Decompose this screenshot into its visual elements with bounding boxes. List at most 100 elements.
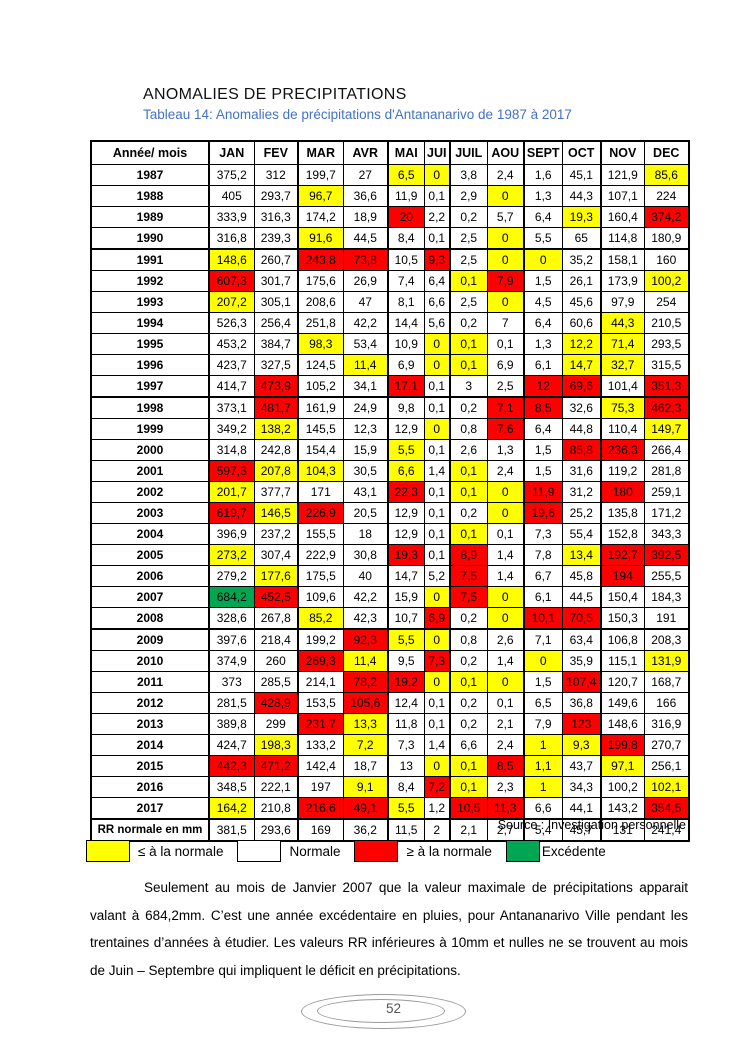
table-row: 2002 201,7 377,7 171 43,1 22,3 0,1 0,1 0 11,9 31,2… <box>90 481 690 503</box>
value-cell: 131,9 <box>643 650 690 672</box>
value-cell: 281,8 <box>643 460 690 482</box>
value-cell: 110,4 <box>600 418 645 440</box>
header-cell-month: JUIL <box>449 140 488 165</box>
value-cell: 375,2 <box>208 164 255 186</box>
value-cell: 597,3 <box>208 460 255 482</box>
value-cell: 5,4 <box>523 818 563 842</box>
value-cell: 0,1 <box>449 481 488 503</box>
value-cell: 7,4 <box>387 270 425 292</box>
row-label-cell: 1992 <box>90 270 210 292</box>
value-cell: 396,9 <box>208 523 255 545</box>
value-cell: 1,3 <box>523 185 563 207</box>
table-row: 1993 207,2 305,1 208,6 47 8,1 6,6 2,5 0 4,5 45,6 97… <box>90 291 690 313</box>
value-cell: 2,4 <box>486 164 525 186</box>
legend: ≤ à la normale Normale ≥ à la normale Excéd… <box>86 840 620 862</box>
value-cell: 5,5 <box>387 439 425 461</box>
value-cell: 9,5 <box>387 650 425 672</box>
value-cell: 301,7 <box>253 270 299 292</box>
value-cell: 473,9 <box>253 375 299 398</box>
value-cell: 34,3 <box>561 776 602 798</box>
value-cell: 47 <box>342 291 389 313</box>
value-cell: 2,1 <box>449 818 488 842</box>
value-cell: 237,2 <box>253 523 299 545</box>
value-cell: 0,2 <box>449 396 488 419</box>
value-cell: 1,1 <box>523 755 563 777</box>
table-row: 2014 424,7 198,3 133,2 7,2 7,3 1,4 6,6 2,4 1 9,3 19… <box>90 734 690 756</box>
value-cell: 2,5 <box>486 375 525 398</box>
table-row: 2007 684,2 452,5 109,6 42,2 15,9 0 7,5 0 6,1 44,5 1… <box>90 586 690 608</box>
value-cell: 70,5 <box>561 607 602 630</box>
value-cell: 6,4 <box>523 312 563 334</box>
legend-label: Normale <box>289 843 341 859</box>
value-cell: 0 <box>486 227 525 250</box>
value-cell: 6,9 <box>423 607 451 630</box>
value-cell: 31,2 <box>561 481 602 503</box>
value-cell: 210,8 <box>253 797 299 820</box>
value-cell: 22,3 <box>387 481 425 503</box>
value-cell: 481,7 <box>253 396 299 419</box>
value-cell: 9,3 <box>423 248 451 271</box>
value-cell: 348,5 <box>208 776 255 798</box>
value-cell: 6,5 <box>387 164 425 186</box>
value-cell: 7,2 <box>342 734 389 756</box>
value-cell: 8,4 <box>387 776 425 798</box>
value-cell: 0,1 <box>449 354 488 376</box>
value-cell: 6,4 <box>423 270 451 292</box>
value-cell: 6,6 <box>423 291 451 313</box>
row-label-cell: 1993 <box>90 291 210 313</box>
value-cell: 97,9 <box>600 291 645 313</box>
value-cell: 314,8 <box>208 439 255 461</box>
value-cell: 123 <box>561 713 602 735</box>
legend-swatch <box>86 840 130 862</box>
value-cell: 1,3 <box>523 333 563 355</box>
value-cell: 619,7 <box>208 502 255 524</box>
value-cell: 145,5 <box>297 418 344 440</box>
value-cell: 73,8 <box>342 248 389 271</box>
value-cell: 354,5 <box>643 797 690 820</box>
value-cell: 0,8 <box>449 628 488 651</box>
value-cell: 279,2 <box>208 565 255 587</box>
value-cell: 222,1 <box>253 776 299 798</box>
value-cell: 91,6 <box>297 227 344 250</box>
table-row: 2009 397,6 218,4 199,2 92,3 5,5 0 0,8 2,6 7,1 63,4… <box>90 628 690 651</box>
value-cell: 192,7 <box>600 544 645 566</box>
value-cell: 239,3 <box>253 227 299 250</box>
value-cell: 0 <box>486 291 525 313</box>
table-row: 2001 597,3 207,8 104,3 30,5 6,6 1,4 0,1 2,4 1,5 31… <box>90 460 690 482</box>
value-cell: 11,8 <box>387 713 425 735</box>
value-cell: 208,6 <box>297 291 344 313</box>
value-cell: 12,2 <box>561 333 602 355</box>
value-cell: 149,6 <box>600 692 645 714</box>
value-cell: 13 <box>387 755 425 777</box>
value-cell: 526,3 <box>208 312 255 334</box>
page-title: ANOMALIES DE PRECIPITATIONS <box>143 86 407 103</box>
value-cell: 5,5 <box>387 628 425 651</box>
value-cell: 0 <box>523 248 563 271</box>
value-cell: 121,9 <box>600 164 645 186</box>
value-cell: 11,4 <box>342 650 389 672</box>
value-cell: 0,1 <box>449 460 488 482</box>
value-cell: 256,4 <box>253 312 299 334</box>
legend-swatch <box>237 840 282 862</box>
table-row: 2013 389,8 299 231,7 13,3 11,8 0,1 0,2 2,1 7,9 123… <box>90 713 690 735</box>
value-cell: 255,5 <box>643 565 690 587</box>
value-cell: 316,9 <box>643 713 690 735</box>
value-cell: 13,3 <box>342 713 389 735</box>
value-cell: 18 <box>342 523 389 545</box>
value-cell: 150,4 <box>600 586 645 608</box>
value-cell: 45,1 <box>561 164 602 186</box>
value-cell: 0 <box>486 671 525 693</box>
value-cell: 19,3 <box>387 544 425 566</box>
value-cell: 10,5 <box>387 248 425 271</box>
value-cell: 0,8 <box>449 418 488 440</box>
value-cell: 26,9 <box>342 270 389 292</box>
value-cell: 7,9 <box>523 713 563 735</box>
value-cell: 180 <box>600 481 645 503</box>
value-cell: 135,8 <box>600 502 645 524</box>
value-cell: 24,9 <box>342 396 389 419</box>
value-cell: 45,8 <box>561 565 602 587</box>
value-cell: 9,1 <box>342 776 389 798</box>
row-label-cell: 2004 <box>90 523 210 545</box>
value-cell: 305,1 <box>253 291 299 313</box>
value-cell: 373,1 <box>208 396 255 419</box>
